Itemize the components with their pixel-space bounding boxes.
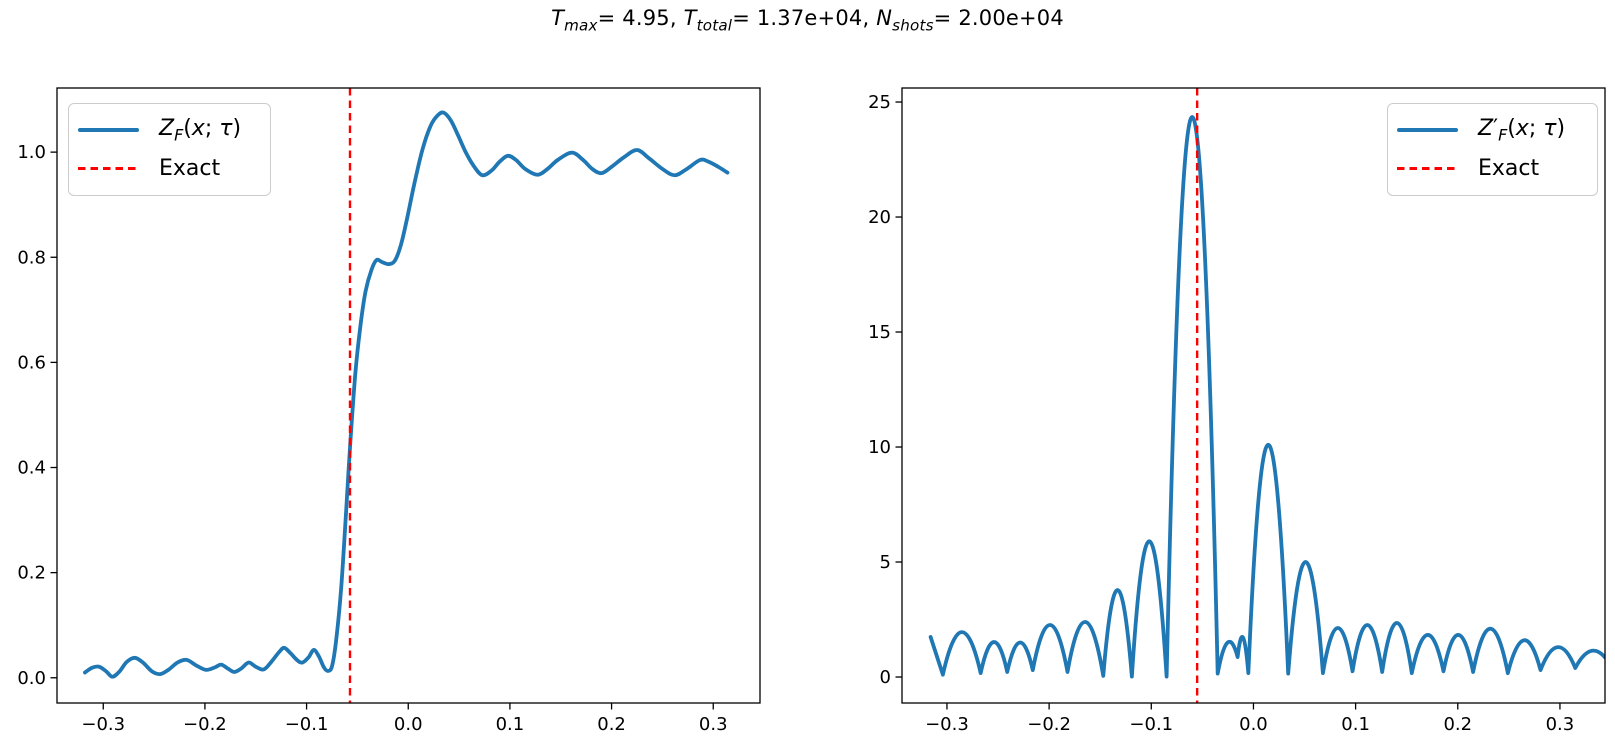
axes-spines <box>56 87 761 704</box>
x-tick-label: −0.3 <box>81 714 125 735</box>
x-tick-label: 0.2 <box>1443 714 1472 735</box>
text-segment: total <box>696 16 733 35</box>
series-line <box>83 110 730 679</box>
legend-entry-exact: Exact <box>78 150 261 189</box>
y-tick-label: 0.2 <box>17 563 46 584</box>
text-segment: τ <box>1543 115 1557 141</box>
x-tick-label: −0.3 <box>925 714 969 735</box>
legend-dash-sample <box>78 167 139 171</box>
y-tick-label: 5 <box>880 552 891 573</box>
text-segment: x <box>1515 115 1529 141</box>
text-segment: shots <box>892 16 934 35</box>
series-line <box>928 115 1605 679</box>
text-segment: F <box>1498 125 1508 145</box>
x-tick-label: −0.1 <box>1129 714 1173 735</box>
x-tick-label: −0.2 <box>1027 714 1071 735</box>
text-segment: Z <box>1478 115 1494 141</box>
y-tick-label: 0.6 <box>17 352 46 373</box>
y-tick-label: 25 <box>868 92 891 113</box>
text-segment: ) <box>1556 115 1566 141</box>
legend-right: Z′F(x; τ) Exact <box>1387 103 1598 196</box>
text-segment: ( <box>1507 115 1516 141</box>
text-segment: T <box>683 6 697 30</box>
y-tick-label: 0.0 <box>17 668 46 689</box>
axes-spines <box>901 87 1606 704</box>
y-tick-label: 1.0 <box>17 142 46 163</box>
x-tick-label: −0.2 <box>183 714 227 735</box>
legend-exact-label: Exact <box>159 156 221 182</box>
text-segment: = 2.00e+04 <box>933 6 1064 30</box>
legend-series-label: Z′F(x; τ) <box>1478 116 1565 145</box>
legend-entry-exact: Exact <box>1397 150 1588 189</box>
legend-line-sample <box>78 128 139 133</box>
legend-entry-series: ZF(x; τ) <box>78 111 261 150</box>
text-segment: τ <box>219 115 233 141</box>
legend-entry-series: Z′F(x; τ) <box>1397 111 1588 150</box>
y-tick-label: 20 <box>868 207 891 228</box>
legend-exact-label: Exact <box>1478 156 1540 182</box>
text-segment: max <box>564 16 598 35</box>
text-segment: x <box>191 115 205 141</box>
x-tick-label: 0.3 <box>699 714 728 735</box>
text-segment: ( <box>183 115 192 141</box>
y-tick-label: 0.4 <box>17 458 46 479</box>
x-tick-label: 0.2 <box>597 714 626 735</box>
text-segment: N <box>876 6 893 30</box>
text-segment: T <box>551 6 565 30</box>
y-tick-label: 10 <box>868 437 891 458</box>
legend-dash-sample <box>1397 167 1458 171</box>
x-tick-label: 0.0 <box>394 714 423 735</box>
y-tick-label: 0.8 <box>17 247 46 268</box>
x-tick-label: 0.1 <box>1341 714 1370 735</box>
x-tick-label: 0.1 <box>496 714 525 735</box>
text-segment: ′ <box>1493 115 1499 141</box>
text-segment: = 1.37e+04, <box>732 6 877 30</box>
text-segment: ; <box>1528 115 1544 141</box>
y-tick-label: 15 <box>868 322 891 343</box>
legend-series-label: ZF(x; τ) <box>159 116 241 145</box>
text-segment: F <box>174 125 184 145</box>
text-segment: Z <box>159 115 175 141</box>
y-tick-label: 0 <box>880 667 891 688</box>
legend-line-sample <box>1397 128 1458 133</box>
x-tick-label: −0.1 <box>285 714 329 735</box>
text-segment: = 4.95, <box>597 6 684 30</box>
x-tick-label: 0.0 <box>1239 714 1268 735</box>
figure-title: Tmax= 4.95, Ttotal= 1.37e+04, Nshots= 2.… <box>0 6 1615 34</box>
x-tick-label: 0.3 <box>1546 714 1575 735</box>
text-segment: ; <box>204 115 220 141</box>
text-segment: ) <box>232 115 242 141</box>
legend-left: ZF(x; τ) Exact <box>68 103 271 196</box>
